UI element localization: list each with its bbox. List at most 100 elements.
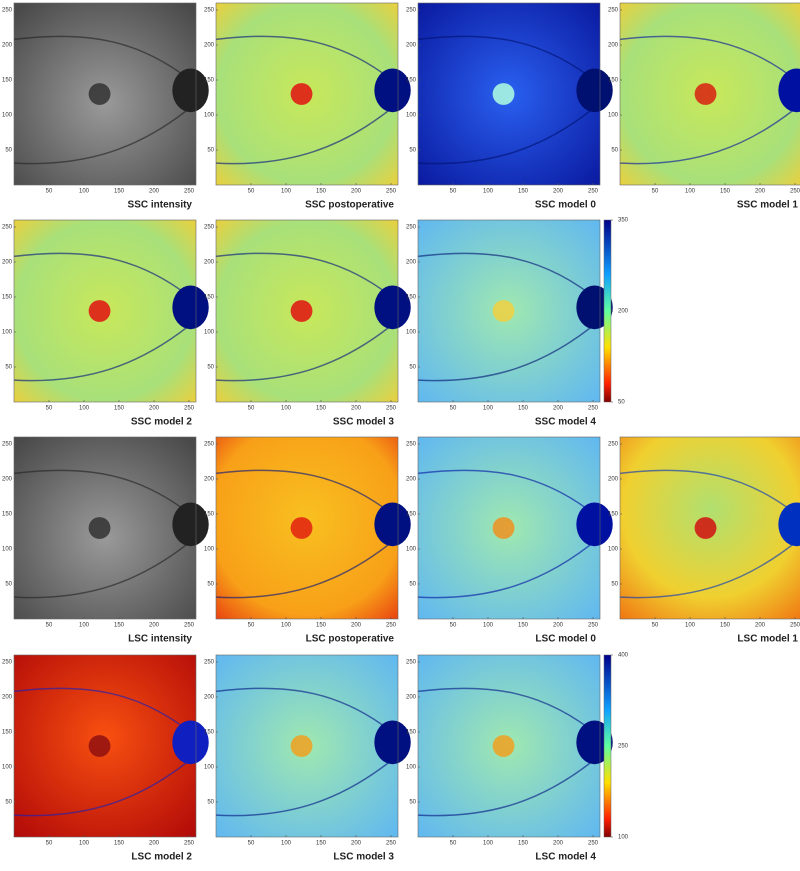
x-tick-label: 250 <box>790 623 800 629</box>
colorbar <box>603 654 612 838</box>
x-tick-label: 200 <box>553 623 564 629</box>
fovea <box>492 517 515 539</box>
x-tick-label: 250 <box>588 406 599 412</box>
x-tick-label: 200 <box>149 623 160 629</box>
x-tick-label: 50 <box>450 189 457 195</box>
x-tick-label: 50 <box>450 841 457 847</box>
optic-disc <box>576 285 613 330</box>
panel-caption: LSC model 0 <box>535 634 596 645</box>
panel-caption: SSC model 2 <box>131 417 193 428</box>
fovea <box>492 735 515 757</box>
y-tick-label: 150 <box>204 78 215 84</box>
vessel <box>13 687 197 817</box>
y-tick-label: 150 <box>2 295 13 301</box>
y-tick-label: 150 <box>406 78 417 84</box>
x-tick-label: 200 <box>149 841 160 847</box>
x-tick-label: 150 <box>518 841 529 847</box>
y-tick-label: 50 <box>611 148 618 154</box>
x-tick-label: 50 <box>248 623 255 629</box>
fovea <box>290 735 313 757</box>
x-tick-label: 100 <box>79 189 90 195</box>
vessel <box>417 252 601 382</box>
y-tick-label: 150 <box>608 78 619 84</box>
y-tick-label: 50 <box>207 365 214 371</box>
x-tick-label: 250 <box>184 406 195 412</box>
y-tick-label: 100 <box>2 547 13 553</box>
x-tick-label: 100 <box>281 623 292 629</box>
y-tick-label: 250 <box>2 225 13 231</box>
colorbar-tick-label: 200 <box>618 309 629 315</box>
y-tick-label: 200 <box>608 477 619 483</box>
y-tick-label: 250 <box>608 8 619 14</box>
y-tick-label: 50 <box>207 582 214 588</box>
optic-disc <box>576 68 613 113</box>
colorbar <box>603 219 612 403</box>
fovea <box>88 300 111 322</box>
optic-disc <box>172 502 209 547</box>
y-tick-label: 150 <box>406 295 417 301</box>
y-tick-label: 200 <box>204 260 215 266</box>
y-tick-label: 200 <box>204 43 215 49</box>
fovea <box>88 735 111 757</box>
panel-caption: SSC intensity <box>128 200 193 211</box>
x-tick-label: 100 <box>281 189 292 195</box>
x-tick-label: 50 <box>46 841 53 847</box>
panel-frame <box>417 2 601 186</box>
x-tick-label: 200 <box>351 623 362 629</box>
x-tick-label: 250 <box>184 623 195 629</box>
y-tick-label: 50 <box>409 582 416 588</box>
x-tick-label: 50 <box>652 189 659 195</box>
x-tick-label: 250 <box>386 406 397 412</box>
y-tick-label: 50 <box>5 800 12 806</box>
y-tick-label: 100 <box>608 547 619 553</box>
x-tick-label: 200 <box>553 189 564 195</box>
x-tick-label: 250 <box>386 189 397 195</box>
y-tick-label: 50 <box>207 148 214 154</box>
y-tick-label: 100 <box>2 330 13 336</box>
x-tick-label: 100 <box>483 841 494 847</box>
y-tick-label: 150 <box>406 512 417 518</box>
vessel <box>13 469 197 599</box>
y-tick-label: 150 <box>2 78 13 84</box>
vessel <box>215 469 399 599</box>
y-tick-label: 250 <box>406 442 417 448</box>
x-tick-label: 150 <box>518 189 529 195</box>
y-tick-label: 100 <box>608 113 619 119</box>
y-tick-label: 100 <box>2 765 13 771</box>
y-tick-label: 150 <box>204 730 215 736</box>
y-tick-label: 150 <box>608 512 619 518</box>
panel-caption: SSC model 3 <box>333 417 395 428</box>
x-tick-label: 150 <box>316 623 327 629</box>
x-tick-label: 250 <box>386 623 397 629</box>
y-tick-label: 50 <box>409 365 416 371</box>
y-tick-label: 100 <box>406 765 417 771</box>
optic-disc <box>172 720 209 765</box>
y-tick-label: 50 <box>611 582 618 588</box>
y-tick-label: 250 <box>204 225 215 231</box>
y-tick-label: 250 <box>608 442 619 448</box>
x-tick-label: 200 <box>351 841 362 847</box>
panel-caption: SSC postoperative <box>305 200 394 211</box>
colorbar-tick-label: 350 <box>618 218 629 224</box>
y-tick-label: 100 <box>406 113 417 119</box>
x-tick-label: 250 <box>790 189 800 195</box>
y-tick-label: 200 <box>204 477 215 483</box>
y-tick-label: 50 <box>5 148 12 154</box>
y-tick-label: 250 <box>204 660 215 666</box>
x-tick-label: 100 <box>483 623 494 629</box>
panel-caption: LSC postoperative <box>306 634 395 645</box>
panel-frame <box>13 436 197 620</box>
optic-disc <box>374 720 411 765</box>
x-tick-label: 150 <box>114 623 125 629</box>
x-tick-label: 100 <box>685 623 696 629</box>
vessel <box>13 252 197 382</box>
x-tick-label: 200 <box>755 189 766 195</box>
y-tick-label: 150 <box>2 730 13 736</box>
x-tick-label: 200 <box>351 189 362 195</box>
panel-frame <box>619 436 800 620</box>
optic-disc <box>374 502 411 547</box>
optic-disc <box>374 285 411 330</box>
panel-caption: LSC model 4 <box>535 852 596 863</box>
x-tick-label: 100 <box>281 406 292 412</box>
fovea <box>290 83 313 105</box>
